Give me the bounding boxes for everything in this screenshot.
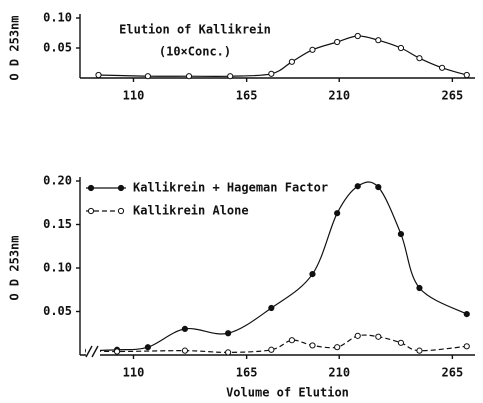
legend-label: Kallikrein Alone xyxy=(133,204,249,218)
x-tick-label: 165 xyxy=(236,89,258,103)
legend-marker xyxy=(87,207,95,215)
data-point xyxy=(95,71,102,79)
data-point xyxy=(334,38,341,46)
x-tick-label: 265 xyxy=(442,89,464,103)
data-point xyxy=(463,343,470,350)
data-point xyxy=(416,55,423,62)
data-point xyxy=(309,270,316,278)
legend-marker xyxy=(117,184,125,192)
x-tick-label: 210 xyxy=(328,89,350,103)
data-point xyxy=(181,347,189,354)
data-point xyxy=(227,73,234,80)
y-tick-label: 0.20 xyxy=(43,174,72,188)
data-point xyxy=(463,311,470,318)
series-line xyxy=(98,35,467,77)
data-point xyxy=(354,32,361,40)
data-point xyxy=(288,337,296,344)
data-point xyxy=(354,183,361,190)
data-point xyxy=(288,58,296,65)
y-tick-label: 0.05 xyxy=(43,41,72,55)
data-point xyxy=(463,71,470,79)
x-tick-label: 265 xyxy=(442,366,464,380)
legend-marker xyxy=(87,184,95,192)
data-point xyxy=(375,333,382,340)
y-tick-label: 0.10 xyxy=(43,261,72,275)
data-point xyxy=(113,348,121,355)
x-tick-label: 165 xyxy=(236,366,258,380)
annotation-title: Elution of Kallikrein xyxy=(119,23,271,37)
data-point xyxy=(354,332,361,339)
data-point xyxy=(309,46,316,53)
data-point xyxy=(397,230,405,238)
data-point xyxy=(309,342,316,349)
data-point xyxy=(397,44,405,52)
x-tick-label: 110 xyxy=(123,366,145,380)
data-point xyxy=(334,344,341,351)
series-line xyxy=(88,334,467,353)
x-axis-label: Volume of Elution xyxy=(226,386,349,400)
y-tick-label: 0.15 xyxy=(43,217,72,231)
data-point xyxy=(397,339,405,346)
data-point xyxy=(144,73,151,80)
legend-label: Kallikrein + Hageman Factor xyxy=(133,181,328,195)
data-point xyxy=(268,346,275,353)
y-axis-label: O D 253nm xyxy=(8,15,22,80)
x-tick-label: 210 xyxy=(328,366,350,380)
data-point xyxy=(438,64,446,71)
data-point xyxy=(375,37,382,44)
x-tick-label: 110 xyxy=(123,89,145,103)
y-axis-label: O D 253nm xyxy=(8,235,22,300)
y-tick-label: 0.05 xyxy=(43,304,72,318)
data-point xyxy=(268,70,275,77)
legend-marker xyxy=(117,207,125,215)
annotation-subtitle: (10×Conc.) xyxy=(159,45,231,59)
data-point xyxy=(268,304,275,312)
data-point xyxy=(144,344,151,351)
axis-break xyxy=(85,345,99,358)
data-point xyxy=(225,349,232,356)
data-point xyxy=(416,347,423,354)
data-point xyxy=(375,183,382,191)
data-point xyxy=(225,330,232,337)
data-point xyxy=(185,73,193,80)
data-point xyxy=(181,325,189,332)
data-point xyxy=(416,284,423,292)
y-tick-label: 0.10 xyxy=(43,11,72,25)
data-point xyxy=(334,210,341,217)
